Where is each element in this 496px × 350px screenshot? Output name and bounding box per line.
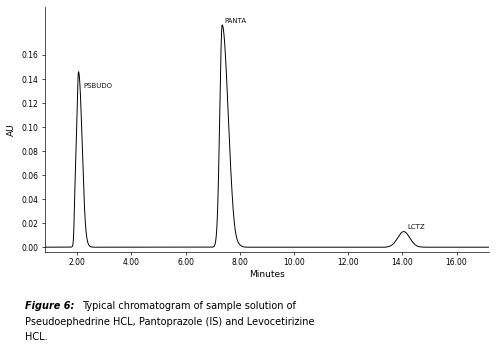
Text: Figure 6:: Figure 6: bbox=[25, 301, 77, 311]
Text: HCL.: HCL. bbox=[25, 332, 48, 343]
Text: PANTA: PANTA bbox=[224, 18, 247, 24]
Text: PSBUDO: PSBUDO bbox=[83, 83, 113, 89]
Y-axis label: AU: AU bbox=[7, 123, 16, 136]
Text: Pseudoephedrine HCL, Pantoprazole (IS) and Levocetirizine: Pseudoephedrine HCL, Pantoprazole (IS) a… bbox=[25, 317, 314, 327]
Text: LCTZ: LCTZ bbox=[408, 224, 426, 230]
X-axis label: Minutes: Minutes bbox=[249, 270, 285, 279]
Text: Typical chromatogram of sample solution of: Typical chromatogram of sample solution … bbox=[82, 301, 296, 311]
